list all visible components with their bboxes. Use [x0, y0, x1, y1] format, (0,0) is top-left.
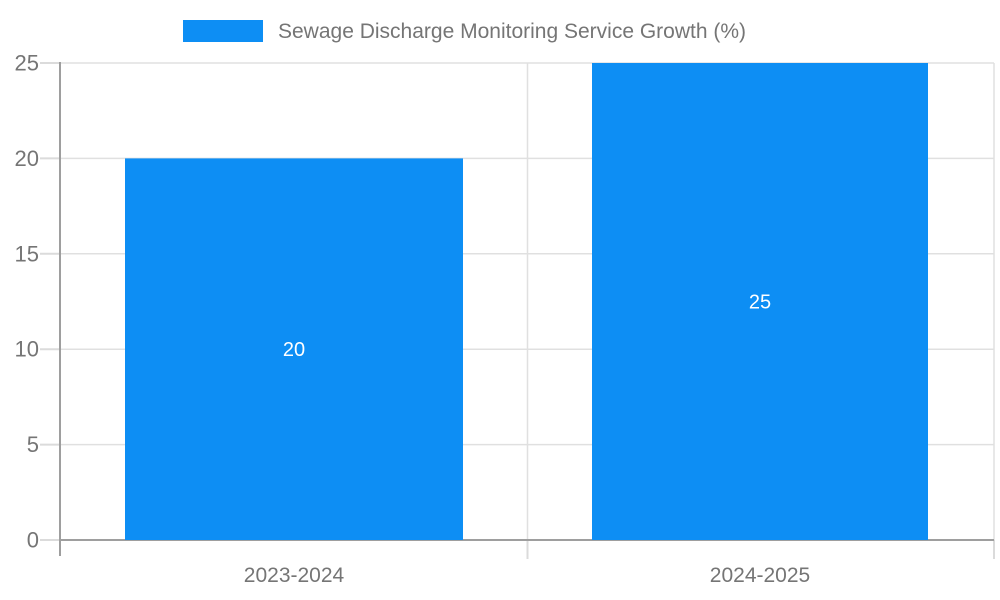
x-axis-ticks — [526, 540, 995, 559]
y-tick-labels: 25 20 15 10 5 0 — [15, 51, 39, 553]
bar-value-label-2023-2024: 20 — [283, 339, 305, 361]
legend-item[interactable]: Sewage Discharge Monitoring Service Grow… — [183, 20, 746, 43]
y-tick-label-0: 0 — [27, 528, 39, 553]
bar-2024-2025[interactable] — [592, 63, 928, 540]
x-category-labels: 2023-2024 2024-2025 — [244, 564, 810, 587]
y-tick-label-15: 15 — [15, 241, 39, 266]
bar-value-label-2024-2025: 25 — [749, 292, 771, 314]
legend-swatch-icon — [183, 20, 263, 42]
y-tick-label-25: 25 — [15, 51, 39, 76]
x-gridlines — [526, 63, 995, 540]
bar-2023-2024[interactable] — [125, 158, 463, 540]
y-axis-ticks — [40, 62, 60, 541]
legend-label: Sewage Discharge Monitoring Service Grow… — [278, 20, 746, 43]
y-tick-label-20: 20 — [15, 146, 39, 171]
x-category-label-0: 2023-2024 — [244, 564, 345, 587]
x-category-label-1: 2024-2025 — [710, 564, 810, 587]
y-tick-label-10: 10 — [15, 337, 39, 362]
y-tick-label-5: 5 — [27, 432, 39, 457]
